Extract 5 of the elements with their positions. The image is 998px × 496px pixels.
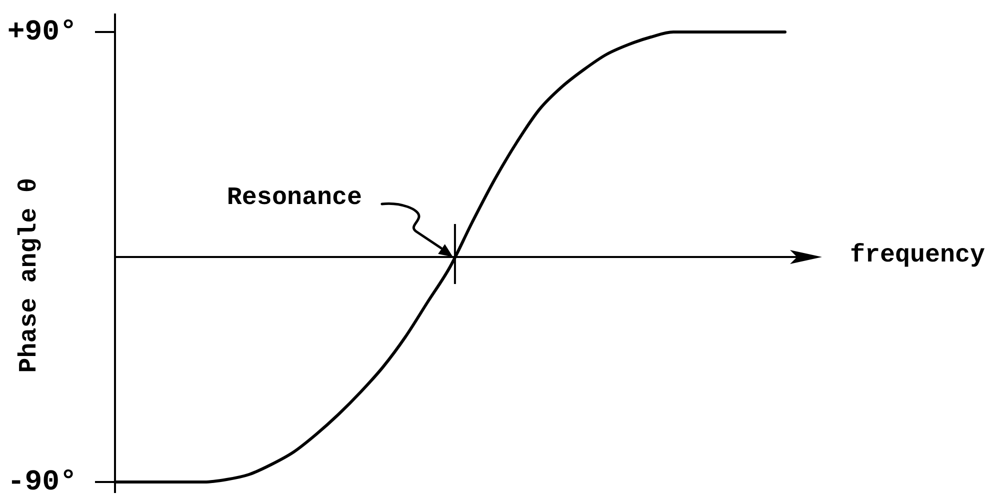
y-tick-label: -90°: [7, 465, 77, 496]
y-tick-label: +90°: [7, 15, 77, 48]
x-axis-title: frequency: [850, 240, 986, 270]
y-axis-title: Phase angle θ: [14, 178, 44, 373]
annotation: Resonance: [226, 183, 362, 212]
